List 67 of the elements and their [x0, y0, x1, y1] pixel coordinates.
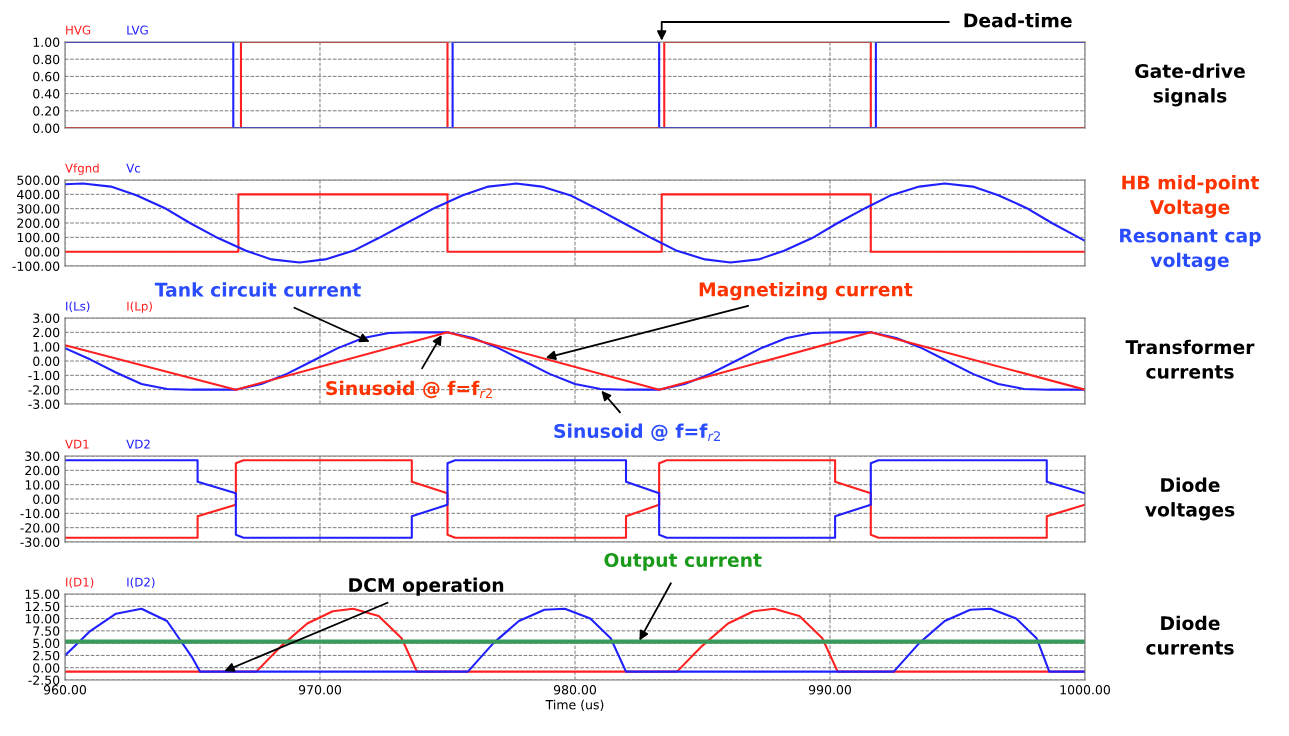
x-axis-title: Time (us)	[545, 699, 604, 711]
annotation: Sinusoid @ f=f$_{r2}$	[326, 380, 492, 399]
annotation: Output current	[604, 552, 762, 571]
y-tick-label: 1.00	[33, 37, 60, 47]
text: I(Ls)	[66, 301, 90, 312]
y-tick-label: 5.00	[33, 638, 60, 649]
y-tick-label: 30.00	[25, 451, 60, 461]
text: Transformer currents	[1125, 339, 1255, 379]
text: I(D1)	[66, 577, 94, 588]
annotation: DCM operation	[349, 577, 504, 596]
line-series	[65, 459, 1085, 539]
text: Diode voltages	[1145, 477, 1235, 521]
series-label: I(D2)	[127, 577, 155, 588]
y-tick-label: -10.00	[20, 508, 60, 519]
y-tick-label: 0.00	[33, 494, 60, 504]
text: I(Lp)	[127, 301, 152, 313]
line-series	[65, 607, 1085, 673]
y-tick-label: 1.00	[33, 342, 60, 352]
y-tick-label: 2.00	[33, 327, 60, 338]
y-tick-label: 2.50	[33, 650, 60, 661]
text: HVG	[66, 25, 91, 35]
annotation: Dead-time	[964, 12, 1072, 28]
y-tick-label: 10.00	[25, 614, 60, 624]
text: Resonant cap voltage	[1120, 228, 1261, 271]
series-label: LVG	[127, 25, 148, 35]
y-tick-label: 0.40	[33, 89, 60, 99]
y-tick-label: 200.00	[17, 218, 60, 228]
y-tick-label: 00.00	[25, 247, 60, 257]
y-tick-label: 100.00	[17, 232, 60, 243]
y-tick-label: 15.00	[25, 589, 60, 599]
x-tick-label: 1000.00	[1060, 685, 1111, 695]
y-tick-label: 0.60	[33, 71, 60, 82]
y-tick-label: -1.00	[28, 370, 60, 381]
y-tick-label: 12.50	[25, 601, 60, 612]
x-tick-label: 980.00	[553, 685, 597, 695]
y-tick-label: 0.00	[33, 123, 60, 133]
y-tick-label: -100.00	[12, 261, 60, 271]
text: HB mid-point Voltage	[1122, 175, 1259, 218]
series-label: Vc	[126, 163, 141, 173]
text: VD1	[65, 439, 89, 449]
y-tick-label: 0.80	[33, 54, 60, 65]
y-tick-label: -30.00	[20, 537, 60, 547]
text: Diode currents	[1146, 615, 1234, 655]
series-label: VD2	[126, 439, 150, 449]
y-tick-label: -3.00	[28, 399, 60, 409]
y-tick-label: 400.00	[17, 189, 60, 200]
y-tick-label: 500.00	[17, 175, 60, 185]
y-tick-label: 3.00	[33, 313, 60, 323]
x-tick-label: 960.00	[43, 685, 87, 695]
y-tick-label: -2.50	[28, 675, 60, 685]
x-tick-label: 990.00	[808, 685, 852, 695]
y-tick-label: 0.00	[33, 663, 60, 673]
y-tick-label: 0.20	[33, 106, 60, 116]
line-series	[65, 182, 1085, 264]
text: Vfgnd	[65, 163, 99, 175]
y-tick-label: 0.00	[33, 356, 60, 366]
annotation: Magnetizing current	[699, 281, 913, 301]
text: Gate-drive signals	[1135, 63, 1245, 107]
y-tick-label: -2.00	[28, 385, 60, 395]
y-tick-label: 10.00	[25, 480, 60, 490]
x-tick-label: 970.00	[298, 685, 342, 695]
annotation: Sinusoid @ f=f$_{r2}$	[554, 423, 720, 442]
y-tick-label: 7.50	[33, 626, 60, 636]
annotation: Tank circuit current	[154, 282, 361, 297]
y-tick-label: 300.00	[17, 204, 60, 214]
y-tick-label: 20.00	[25, 465, 60, 476]
y-tick-label: -20.00	[20, 523, 60, 533]
